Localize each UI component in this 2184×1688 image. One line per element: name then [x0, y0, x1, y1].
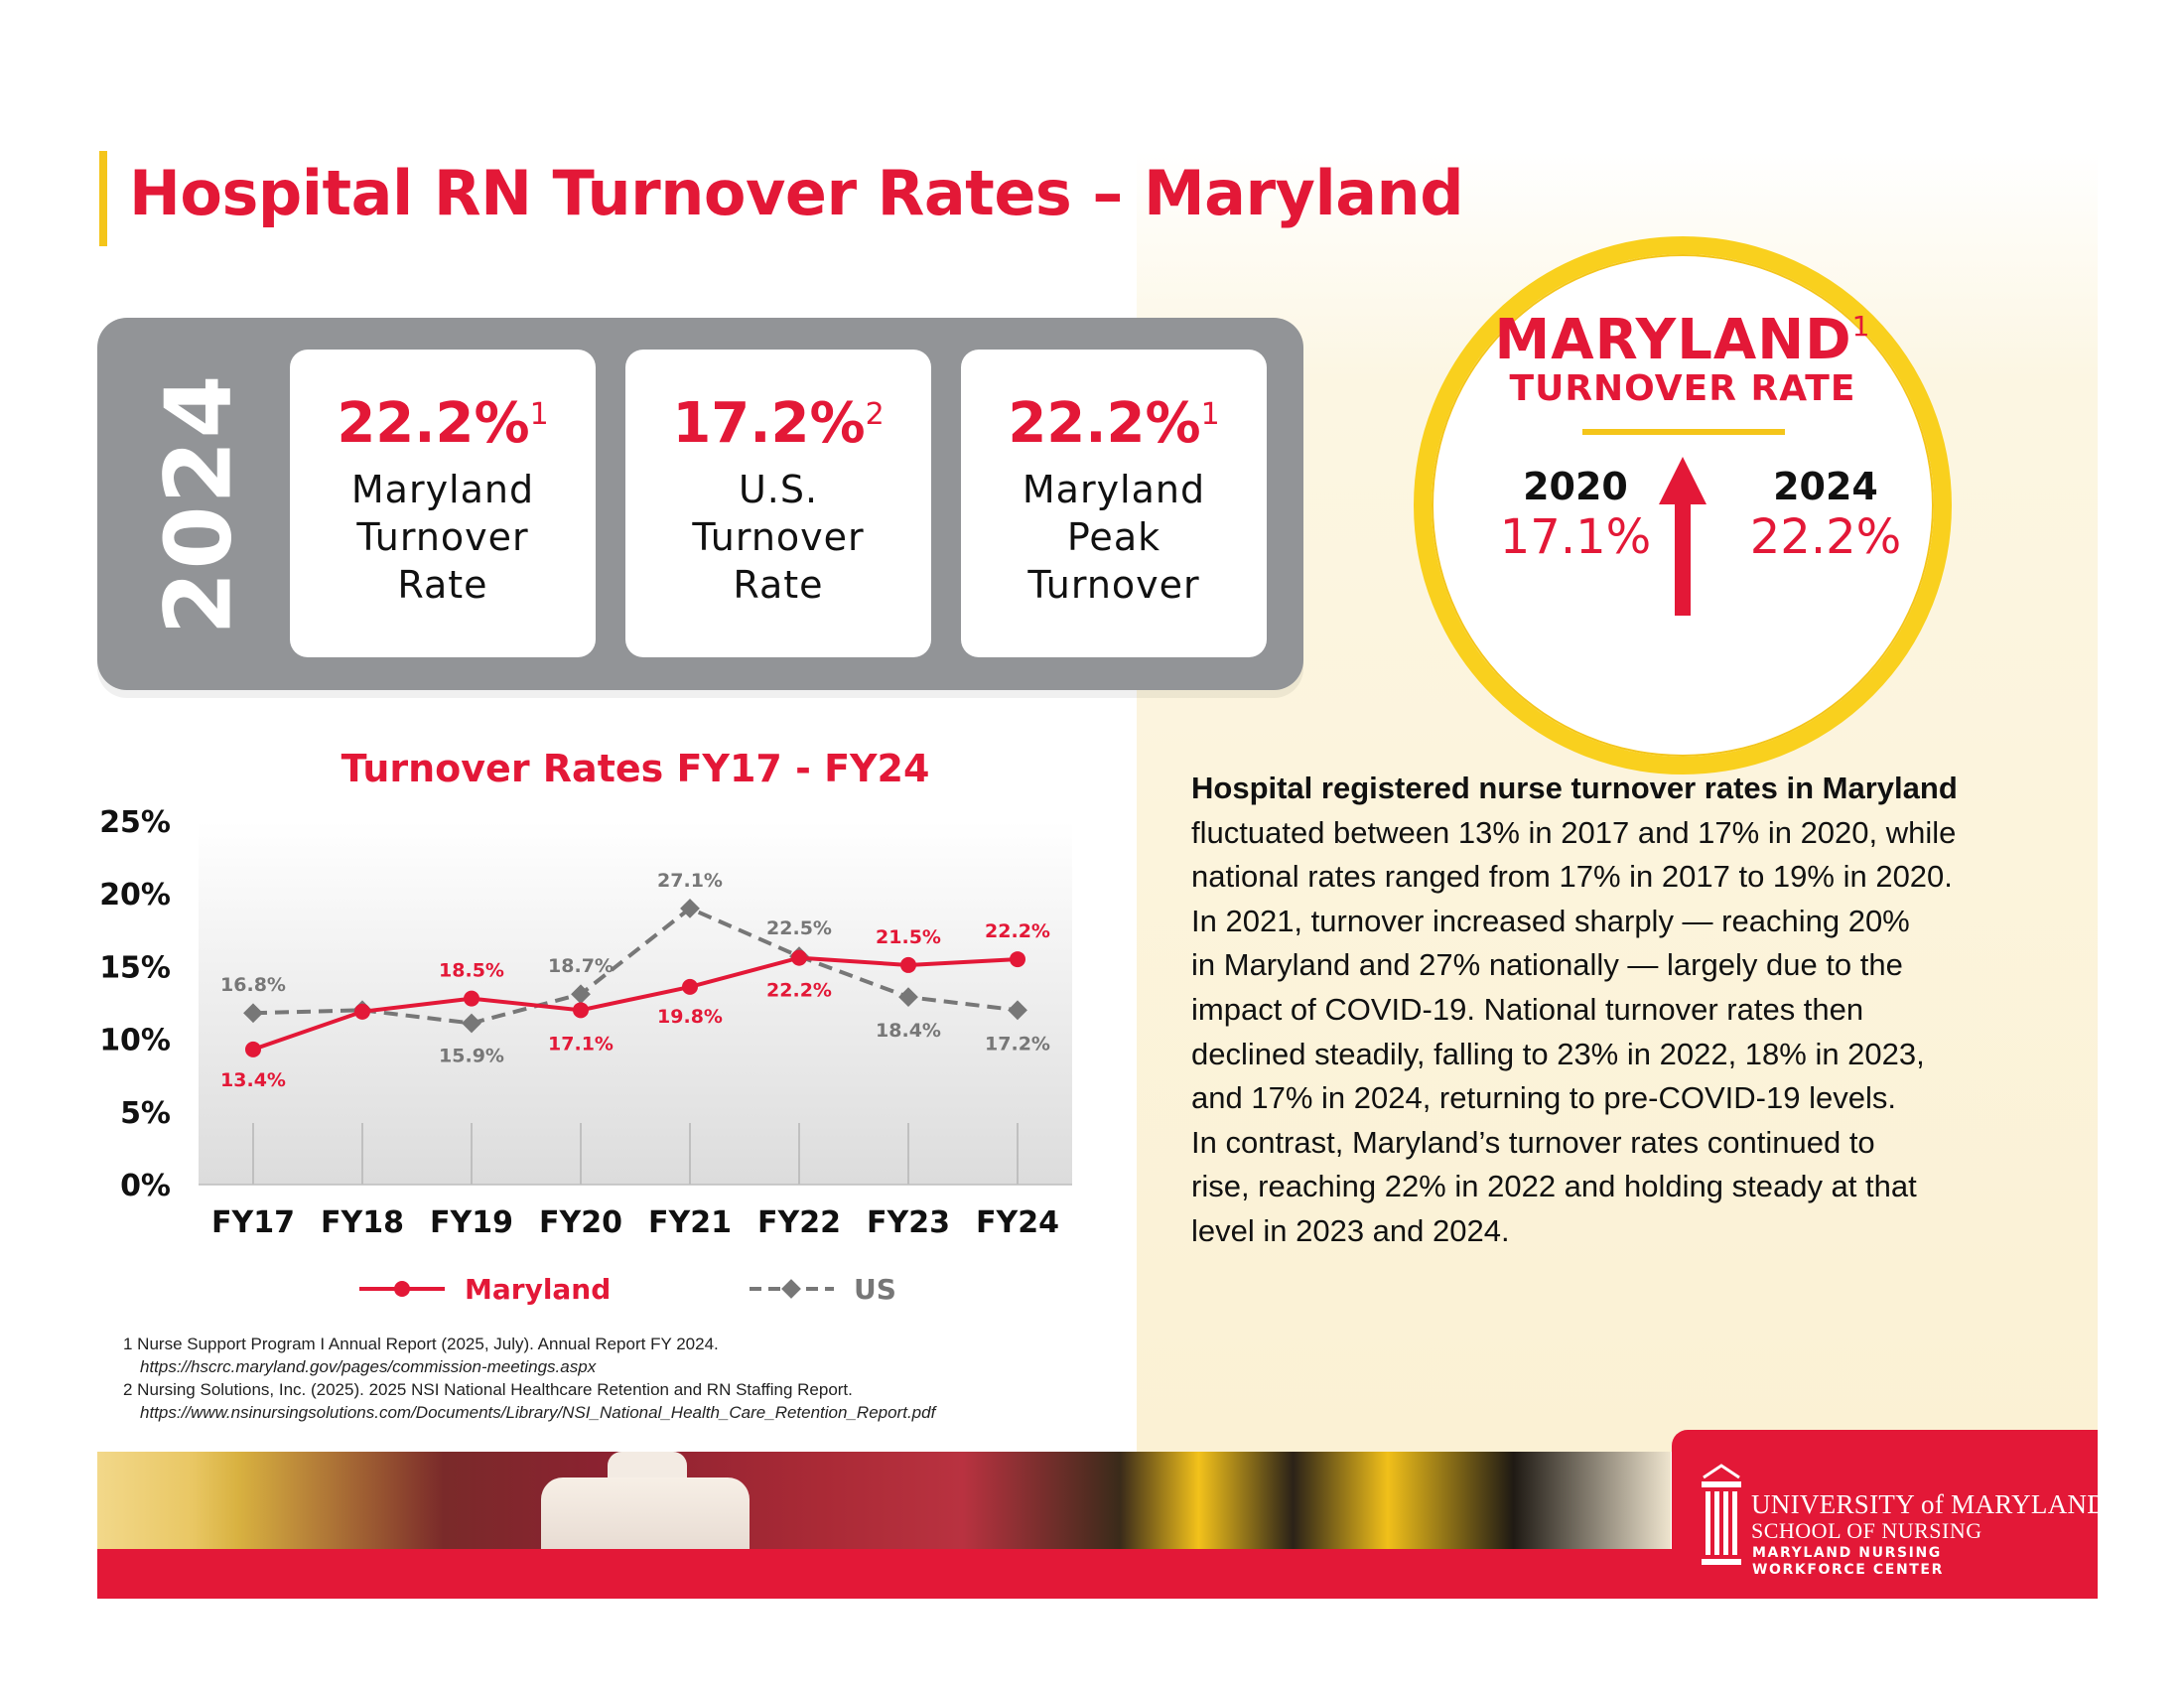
- data-point-maryland: [900, 956, 916, 973]
- data-label-maryland: 22.2%: [766, 980, 832, 1002]
- series-line-us: [252, 906, 1019, 1026]
- y-tick-label: 15%: [99, 950, 171, 985]
- data-point-maryland: [1010, 951, 1025, 968]
- turnover-callout: MARYLAND1 TURNOVER RATE 2020 17.1% 2024 …: [1414, 236, 1952, 774]
- summary-line: In 2021, turnover increased sharply — re…: [1191, 903, 1910, 938]
- x-tick-label: FY21: [648, 1205, 732, 1240]
- x-tick-label: FY17: [211, 1205, 295, 1240]
- footnote-2-link[interactable]: https://www.nsinursingsolutions.com/Docu…: [140, 1403, 936, 1422]
- data-point-maryland: [682, 978, 698, 995]
- data-label-us: 22.5%: [766, 917, 832, 939]
- data-label-us: 16.8%: [220, 974, 286, 996]
- data-label-us: 18.7%: [548, 955, 614, 977]
- stat-card-maryland-rate: 22.2%1 Maryland Turnover Rate: [290, 350, 596, 657]
- x-tick-label: FY22: [757, 1205, 841, 1240]
- title-accent-bar: [99, 151, 107, 246]
- y-tick-label: 20%: [99, 878, 171, 913]
- data-point-maryland: [464, 990, 479, 1007]
- logo-school: SCHOOL OF NURSING: [1751, 1518, 1982, 1543]
- stat-value: 22.2%1: [337, 391, 549, 456]
- data-label-maryland: 22.2%: [985, 920, 1050, 942]
- x-tick-label: FY24: [976, 1205, 1059, 1240]
- data-point-maryland: [245, 1041, 261, 1057]
- footnote-1-link[interactable]: https://hscrc.maryland.gov/pages/commiss…: [140, 1357, 597, 1376]
- summary-lead: Hospital registered nurse turnover rates…: [1191, 771, 1958, 805]
- summary-line: in Maryland and 27% nationally — largely…: [1191, 947, 1903, 983]
- logo-university: UNIVERSITY of MARYLAND: [1751, 1489, 2108, 1519]
- data-point-maryland: [354, 1003, 370, 1020]
- summary-line: national rates ranged from 17% in 2017 t…: [1191, 859, 1953, 895]
- footnote-1: 1 Nurse Support Program I Annual Report …: [123, 1335, 719, 1353]
- y-tick-label: 10%: [99, 1024, 171, 1058]
- stat-value: 22.2%1: [1008, 391, 1220, 456]
- data-label-maryland: 21.5%: [876, 926, 941, 948]
- callout-subtitle: TURNOVER RATE: [1509, 368, 1856, 409]
- summary-line: rise, reaching 22% in 2022 and holding s…: [1191, 1169, 1917, 1204]
- summary-line: and 17% in 2024, returning to pre-COVID-…: [1191, 1080, 1896, 1116]
- callout-right-year: 2024: [1773, 465, 1878, 508]
- legend-label-maryland: Maryland: [465, 1273, 611, 1306]
- footnote-2: 2 Nursing Solutions, Inc. (2025). 2025 N…: [123, 1380, 853, 1399]
- university-column-icon: [1702, 1464, 1741, 1565]
- university-logo[interactable]: UNIVERSITY of MARYLAND SCHOOL OF NURSING…: [1672, 1430, 2107, 1599]
- stat-value: 17.2%2: [672, 391, 885, 456]
- data-label-us: 18.4%: [876, 1020, 941, 1042]
- data-point-maryland: [791, 949, 807, 966]
- chart-title: Turnover Rates FY17 - FY24: [341, 747, 930, 790]
- summary-line: In contrast, Maryland’s turnover rates c…: [1191, 1124, 1875, 1160]
- callout-divider: [1582, 429, 1785, 435]
- summary-line: declined steadily, falling to 23% in 202…: [1191, 1036, 1925, 1071]
- summary-line: fluctuated between 13% in 2017 and 17% i…: [1191, 814, 1957, 850]
- data-label-maryland: 17.1%: [548, 1033, 614, 1055]
- stat-label: Maryland Peak Turnover: [1022, 468, 1206, 607]
- legend-marker-maryland: [394, 1281, 410, 1297]
- legend-marker-us: [781, 1279, 801, 1299]
- stat-card-us-rate: 17.2%2 U.S. Turnover Rate: [625, 350, 931, 657]
- data-point-us: [243, 1003, 263, 1024]
- y-tick-label: 25%: [99, 805, 171, 840]
- callout-title: MARYLAND1: [1494, 308, 1871, 372]
- data-label-us: 27.1%: [657, 870, 723, 892]
- data-label-us: 15.9%: [439, 1045, 504, 1066]
- arrow-up-icon: [1659, 457, 1706, 616]
- legend-label-us: US: [854, 1273, 896, 1306]
- stat-card-maryland-peak: 22.2%1 Maryland Peak Turnover: [961, 350, 1267, 657]
- x-tick-label: FY18: [321, 1205, 404, 1240]
- maryland-flag-photo: [97, 1452, 1671, 1549]
- data-label-maryland: 18.5%: [439, 960, 504, 982]
- x-tick-label: FY23: [867, 1205, 950, 1240]
- x-tick-label: FY20: [539, 1205, 622, 1240]
- page-title: Hospital RN Turnover Rates – Maryland: [129, 157, 1464, 229]
- plot-area: [199, 821, 1072, 1185]
- callout-left-year: 2020: [1523, 465, 1628, 508]
- y-tick-label: 0%: [120, 1169, 171, 1203]
- turnover-line-chart: 0% 5% 10% 15% 20% 25% FY17 FY18 FY19 FY20 FY21 FY22…: [99, 805, 1072, 1306]
- summary-paragraph: Hospital registered nurse turnover rates…: [1191, 767, 2015, 1254]
- flag-cross-shape: [541, 1477, 750, 1549]
- data-point-maryland: [573, 1002, 589, 1019]
- y-tick-label: 5%: [120, 1096, 171, 1131]
- summary-line: level in 2023 and 2024.: [1191, 1212, 1510, 1248]
- data-label-maryland: 13.4%: [220, 1069, 286, 1091]
- data-label-maryland: 19.8%: [657, 1006, 723, 1028]
- stat-label: U.S. Turnover Rate: [692, 468, 865, 607]
- footnotes: 1 Nurse Support Program I Annual Report …: [123, 1333, 935, 1424]
- stat-label: Maryland Turnover Rate: [350, 468, 535, 607]
- data-label-us: 17.2%: [985, 1033, 1050, 1055]
- callout-left-value: 17.1%: [1499, 509, 1652, 565]
- callout-right-value: 22.2%: [1749, 509, 1902, 565]
- logo-center: MARYLAND NURSING WORKFORCE CENTER: [1752, 1545, 1944, 1578]
- series-line-maryland: [252, 955, 1019, 1052]
- summary-line: impact of COVID-19. National turnover ra…: [1191, 991, 1864, 1027]
- x-tick-label: FY19: [430, 1205, 513, 1240]
- stats-year: 2024: [145, 372, 252, 635]
